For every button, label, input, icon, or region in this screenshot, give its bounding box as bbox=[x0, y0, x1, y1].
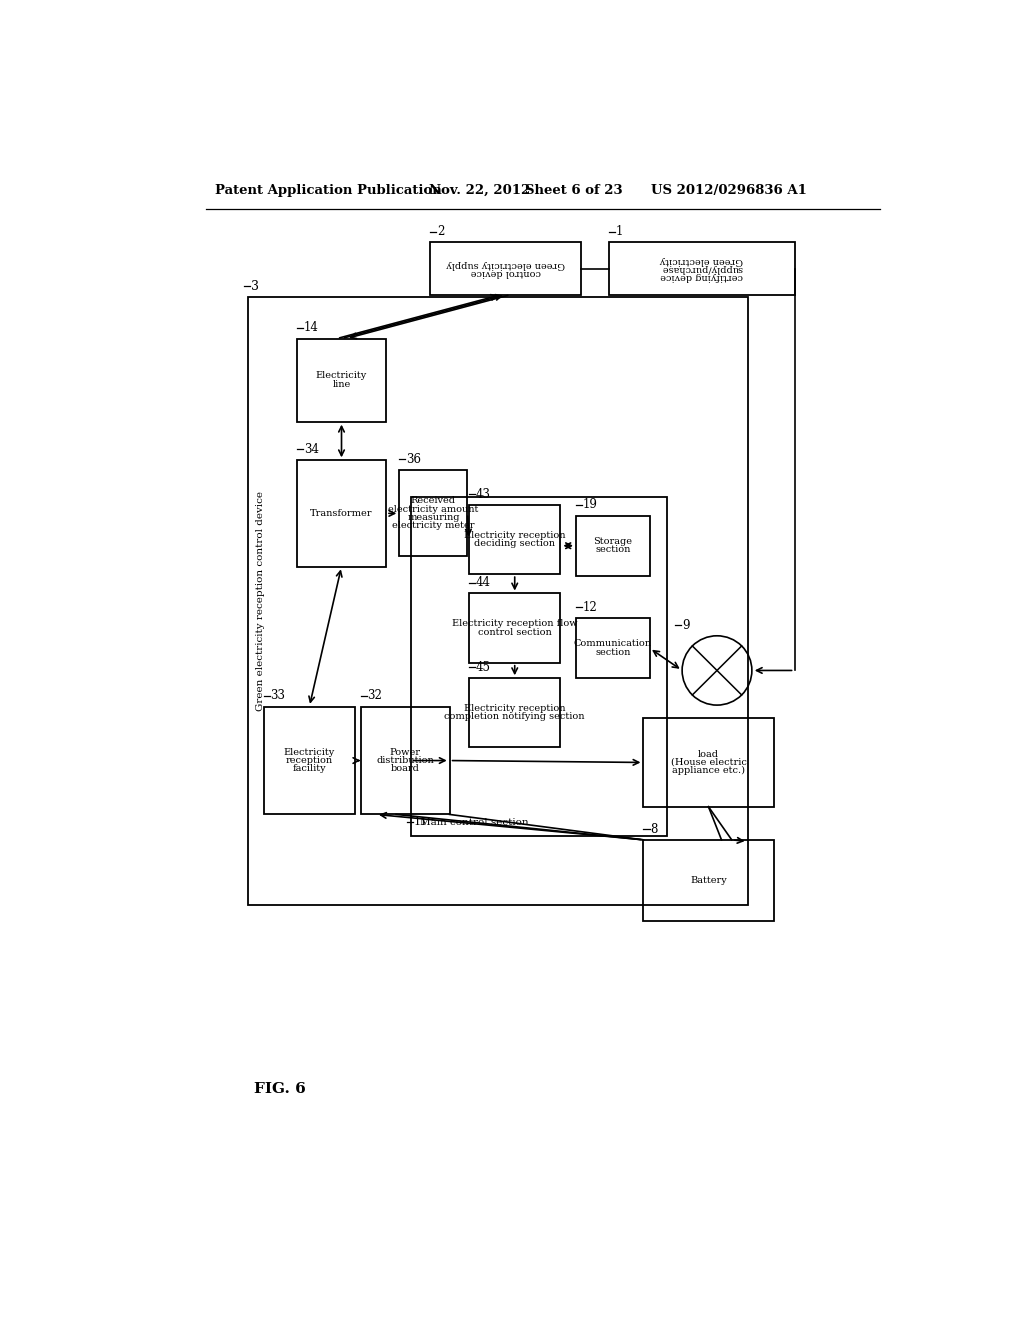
Bar bbox=[297, 339, 386, 422]
Text: board: board bbox=[390, 764, 420, 774]
Text: 1: 1 bbox=[615, 224, 623, 238]
Text: (House electric: (House electric bbox=[671, 758, 746, 767]
Text: distribution: distribution bbox=[376, 756, 434, 766]
Text: electricity meter: electricity meter bbox=[392, 521, 474, 531]
Text: Electricity: Electricity bbox=[315, 371, 368, 380]
Text: Communication: Communication bbox=[573, 639, 651, 648]
Bar bbox=[469, 506, 560, 574]
Text: control device: control device bbox=[471, 268, 541, 277]
Text: 44: 44 bbox=[476, 576, 490, 589]
Text: Green electricity: Green electricity bbox=[659, 256, 743, 264]
Text: Patent Application Publication: Patent Application Publication bbox=[215, 185, 441, 197]
Text: 32: 32 bbox=[368, 689, 382, 702]
Text: deciding section: deciding section bbox=[474, 540, 555, 548]
Text: Green electricity supply: Green electricity supply bbox=[446, 260, 565, 269]
Bar bbox=[643, 840, 773, 921]
Text: Green electricity reception control device: Green electricity reception control devi… bbox=[256, 491, 265, 711]
Text: completion notifying section: completion notifying section bbox=[444, 713, 585, 722]
Text: 2: 2 bbox=[437, 224, 444, 238]
Text: electricity amount: electricity amount bbox=[388, 504, 478, 513]
Text: Main control section: Main control section bbox=[420, 817, 528, 826]
Text: Power: Power bbox=[389, 747, 421, 756]
Text: 43: 43 bbox=[476, 487, 490, 500]
Text: appliance etc.): appliance etc.) bbox=[672, 766, 745, 775]
Text: Storage: Storage bbox=[593, 537, 632, 546]
Text: Electricity reception: Electricity reception bbox=[464, 531, 565, 540]
Text: certifying device: certifying device bbox=[660, 272, 742, 281]
Bar bbox=[411, 498, 667, 836]
Text: 9: 9 bbox=[682, 619, 689, 631]
Bar bbox=[297, 461, 386, 566]
Bar bbox=[469, 594, 560, 663]
Text: FIG. 6: FIG. 6 bbox=[254, 1081, 305, 1096]
Text: supply/purchase: supply/purchase bbox=[660, 264, 742, 273]
Text: 45: 45 bbox=[476, 661, 490, 675]
Bar bbox=[399, 470, 467, 557]
Text: Battery: Battery bbox=[690, 875, 727, 884]
Bar bbox=[360, 706, 450, 814]
Text: load: load bbox=[698, 750, 719, 759]
Text: 33: 33 bbox=[270, 689, 286, 702]
Bar bbox=[643, 718, 773, 807]
Text: facility: facility bbox=[293, 764, 327, 774]
Text: control section: control section bbox=[478, 628, 552, 636]
Text: 12: 12 bbox=[583, 601, 598, 614]
Text: line: line bbox=[333, 380, 350, 389]
Text: 34: 34 bbox=[304, 444, 318, 455]
Bar bbox=[263, 706, 355, 814]
Text: Received: Received bbox=[411, 496, 456, 506]
Text: measuring: measuring bbox=[408, 513, 460, 521]
Text: Electricity: Electricity bbox=[284, 747, 335, 756]
Text: 14: 14 bbox=[304, 321, 318, 334]
Bar bbox=[575, 618, 649, 678]
Bar bbox=[248, 297, 748, 906]
Bar bbox=[575, 516, 649, 576]
Bar bbox=[608, 243, 795, 294]
Bar bbox=[469, 678, 560, 747]
Text: 11: 11 bbox=[414, 817, 428, 828]
Text: reception: reception bbox=[286, 756, 333, 766]
Text: 3: 3 bbox=[251, 280, 259, 293]
Text: 8: 8 bbox=[650, 822, 657, 836]
Text: US 2012/0296836 A1: US 2012/0296836 A1 bbox=[651, 185, 807, 197]
Text: 36: 36 bbox=[407, 453, 421, 466]
Text: Electricity reception flow: Electricity reception flow bbox=[452, 619, 578, 628]
Text: 19: 19 bbox=[583, 499, 598, 511]
Text: Sheet 6 of 23: Sheet 6 of 23 bbox=[524, 185, 623, 197]
Bar bbox=[430, 243, 582, 294]
Text: Transformer: Transformer bbox=[310, 510, 373, 517]
Text: Nov. 22, 2012: Nov. 22, 2012 bbox=[429, 185, 530, 197]
Text: section: section bbox=[595, 648, 631, 657]
Text: section: section bbox=[595, 545, 631, 554]
Text: Electricity reception: Electricity reception bbox=[464, 704, 565, 713]
